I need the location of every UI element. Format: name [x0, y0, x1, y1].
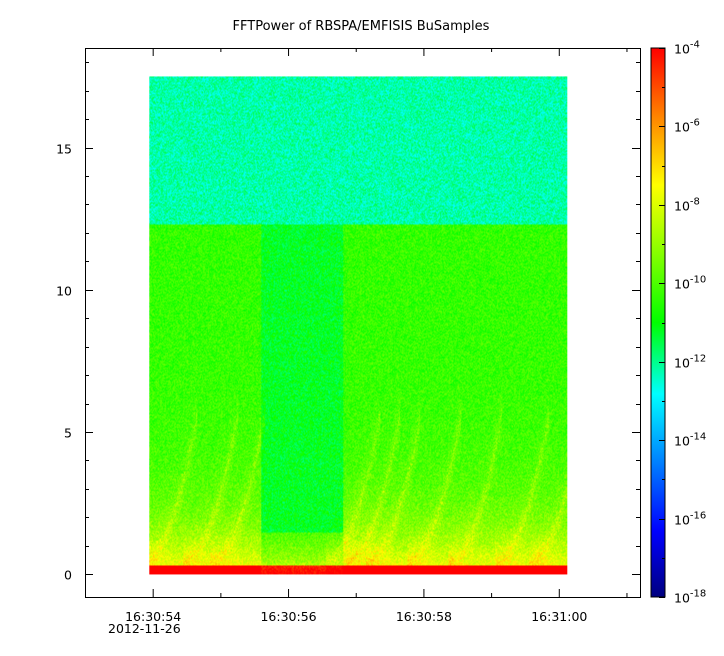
- chart-title: FFTPower of RBSPA/EMFISIS BuSamples: [233, 19, 490, 34]
- colorbar-tick-label: 10-16: [674, 511, 706, 528]
- x-tick-label: 16:30:56: [260, 609, 316, 624]
- spectrogram-image: [149, 76, 568, 575]
- y-axis: 0 5 10 15: [56, 62, 640, 583]
- y-tick-label: 10: [56, 284, 72, 299]
- y-tick-label: 0: [64, 568, 72, 583]
- x-tick-label: 16:30:58: [396, 609, 452, 624]
- heatmap-layer: [149, 76, 568, 575]
- x-date-label: 2012-11-26: [108, 621, 181, 636]
- colorbar-tick-label: 10-12: [674, 354, 706, 371]
- colorbar-tick-label: 10-10: [674, 275, 706, 292]
- plot-frame: [85, 48, 641, 598]
- colorbar-tick-label: 10-14: [674, 432, 706, 449]
- colorbar-tick-label: 10-4: [674, 40, 700, 57]
- colorbar-tick-label: 10-6: [674, 118, 700, 135]
- x-tick-label: 16:31:00: [531, 609, 587, 624]
- plot-area: 16:30:54 16:30:56 16:30:58 16:31:00 051015 …: [56, 48, 641, 636]
- colorbar-ticks: 10-4 10-6 10-8 10-10 10-12 10-14 10-16 10-18: [659, 40, 706, 606]
- y-tick-label: 15: [56, 142, 72, 157]
- x-tick-label: 16:30:54: [125, 609, 181, 624]
- colorbar-scale: [650, 47, 666, 598]
- colorbar-tick-label: 10-8: [674, 197, 700, 214]
- y-tick-label: 5: [64, 426, 72, 441]
- x-axis: 16:30:54 16:30:56 16:30:58 16:31:00: [125, 48, 628, 624]
- colorbar: 10-4 10-6 10-8 10-10 10-12 10-14 10-16 10-18: [650, 40, 706, 606]
- colorbar-tick-label: 10-18: [674, 589, 706, 606]
